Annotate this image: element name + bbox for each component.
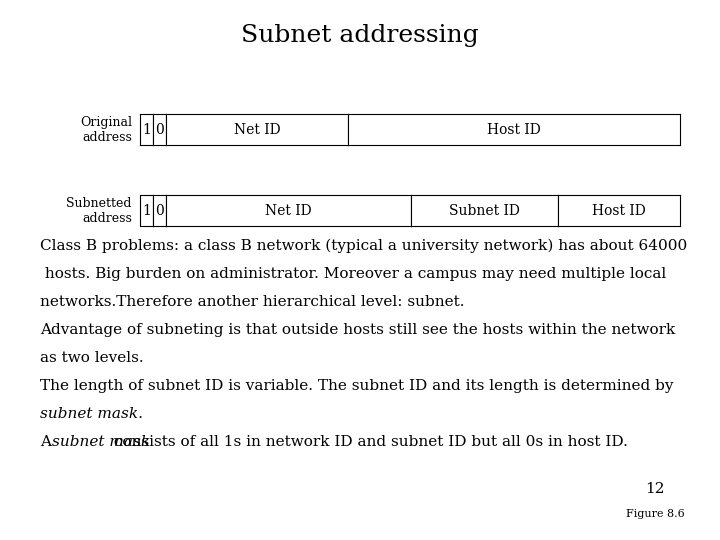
- Text: subnet mask: subnet mask: [52, 435, 150, 449]
- Text: Figure 8.6: Figure 8.6: [626, 509, 685, 519]
- Text: 0: 0: [156, 204, 164, 218]
- Text: hosts. Big burden on administrator. Moreover a campus may need multiple local: hosts. Big burden on administrator. More…: [40, 267, 666, 281]
- Text: networks.Therefore another hierarchical level: subnet.: networks.Therefore another hierarchical …: [40, 295, 464, 309]
- Text: Host ID: Host ID: [593, 204, 646, 218]
- Text: A: A: [40, 435, 55, 449]
- Text: Net ID: Net ID: [234, 123, 280, 137]
- Text: Host ID: Host ID: [487, 123, 541, 137]
- Text: subnet mask.: subnet mask.: [40, 407, 143, 421]
- Text: The length of subnet ID is variable. The subnet ID and its length is determined : The length of subnet ID is variable. The…: [40, 379, 673, 393]
- Text: Subnet ID: Subnet ID: [449, 204, 520, 218]
- Text: 0: 0: [156, 123, 164, 137]
- Text: Subnetted
address: Subnetted address: [66, 197, 132, 225]
- Text: 1: 1: [143, 204, 151, 218]
- Text: as two levels.: as two levels.: [40, 351, 143, 365]
- Text: 12: 12: [645, 482, 665, 496]
- Text: 1: 1: [143, 123, 151, 137]
- Text: Class B problems: a class B network (typical a university network) has about 640: Class B problems: a class B network (typ…: [40, 239, 687, 253]
- Text: Original
address: Original address: [80, 116, 132, 144]
- Text: Net ID: Net ID: [266, 204, 312, 218]
- Text: Subnet addressing: Subnet addressing: [241, 24, 479, 46]
- Text: Advantage of subneting is that outside hosts still see the hosts within the netw: Advantage of subneting is that outside h…: [40, 323, 675, 337]
- Text: consists of all 1s in network ID and subnet ID but all 0s in host ID.: consists of all 1s in network ID and sub…: [109, 435, 629, 449]
